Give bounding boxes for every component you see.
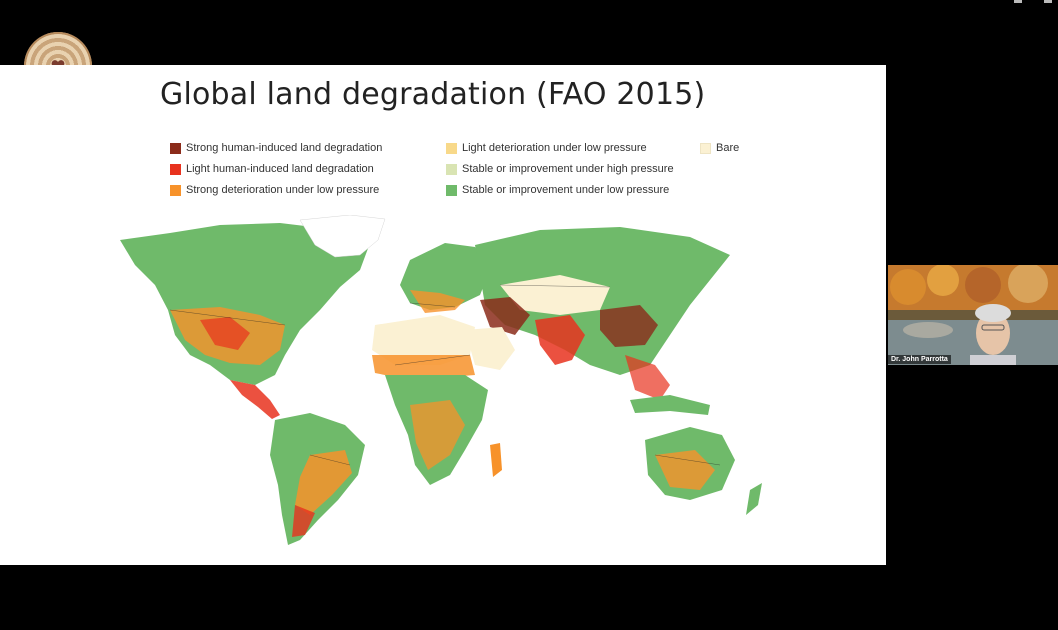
sahel-degradation	[372, 355, 475, 380]
legend-label: Bare	[716, 142, 740, 154]
north-america-landmass	[120, 223, 370, 385]
legend-label: Light human-induced land degradation	[186, 163, 374, 175]
legend-swatch	[170, 184, 181, 196]
legend-item: Stable or improvement under high pressur…	[446, 163, 674, 175]
usa-strong-degradation	[200, 317, 250, 350]
arabian-peninsula-bare	[465, 327, 515, 370]
central-asia-bare	[500, 275, 610, 315]
close-icon[interactable]	[1044, 0, 1052, 3]
legend-item: Stable or improvement under low pressure	[446, 184, 669, 196]
participant-video-tile[interactable]: Dr. John Parrotta	[888, 265, 1058, 365]
madagascar-landmass	[490, 443, 502, 477]
participant-name-label: Dr. John Parrotta	[888, 355, 951, 364]
legend-item: Bare	[700, 142, 739, 154]
map-legend: Strong human-induced land degradation Li…	[170, 140, 790, 200]
new-zealand-landmass	[746, 483, 762, 515]
window-control-icons[interactable]	[1014, 0, 1052, 6]
video-feed	[888, 265, 1058, 365]
legend-swatch	[700, 142, 711, 154]
legend-label: Strong human-induced land degradation	[186, 142, 383, 154]
middle-east-degradation	[480, 297, 530, 335]
south-america-strong-degradation	[292, 505, 315, 537]
legend-label: Light deterioration under low pressure	[462, 142, 647, 154]
central-america-landmass	[230, 380, 280, 419]
greenland-landmass	[299, 215, 386, 258]
africa-degradation	[410, 400, 465, 470]
southeast-asia-landmass	[625, 355, 670, 400]
legend-swatch	[446, 142, 457, 154]
shared-slide: Global land degradation (FAO 2015) Stron…	[0, 65, 886, 565]
legend-item: Strong human-induced land degradation	[170, 142, 382, 154]
australia-degradation	[655, 450, 715, 490]
slide-title: Global land degradation (FAO 2015)	[160, 77, 706, 112]
legend-label: Strong deterioration under low pressure	[186, 184, 380, 196]
legend-swatch	[446, 184, 457, 196]
europe-degradation	[410, 290, 465, 313]
legend-label: Stable or improvement under low pressure	[462, 184, 670, 196]
indonesia-landmass	[630, 395, 710, 415]
legend-item: Light deterioration under low pressure	[446, 142, 647, 154]
south-asia-degradation	[535, 315, 585, 365]
legend-swatch	[170, 163, 181, 175]
sahara-bare	[372, 315, 475, 365]
minimize-icon[interactable]	[1014, 0, 1022, 3]
south-america-degradation	[295, 450, 352, 515]
world-degradation-map	[120, 215, 762, 545]
legend-swatch	[446, 163, 457, 175]
legend-swatch	[170, 142, 181, 154]
legend-label: Stable or improvement under high pressur…	[462, 163, 674, 175]
china-degradation	[600, 305, 658, 347]
legend-item: Light human-induced land degradation	[170, 163, 374, 175]
legend-item: Strong deterioration under low pressure	[170, 184, 379, 196]
country-borders	[169, 284, 721, 466]
